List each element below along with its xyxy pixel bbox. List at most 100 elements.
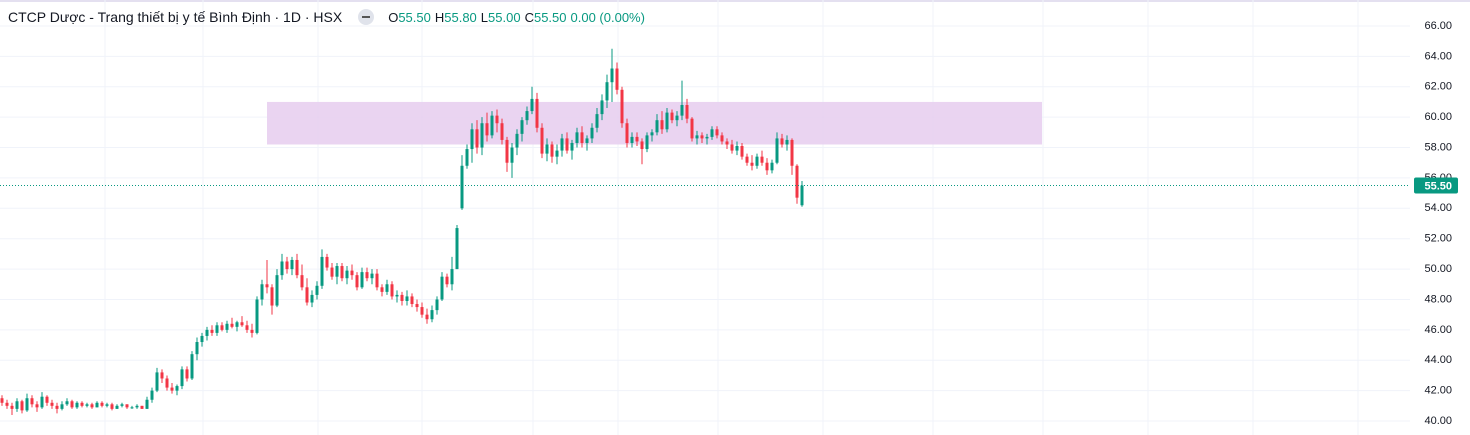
candle-body: [720, 135, 724, 142]
candle-body: [165, 378, 169, 388]
candle-body: [455, 228, 459, 270]
candle-body: [465, 149, 469, 166]
candle-body: [675, 115, 679, 121]
candle-body: [330, 267, 334, 277]
ohlc-value: 55.50: [533, 9, 567, 25]
candle-body: [480, 123, 484, 148]
candle-body: [140, 405, 144, 409]
candle-body: [800, 185, 804, 206]
candle-body: [560, 138, 564, 151]
candle-body: [450, 269, 454, 285]
y-tick-label: 64.00: [1424, 50, 1452, 62]
candle-body: [715, 129, 719, 136]
candle-body: [530, 98, 534, 112]
candle-body: [360, 272, 364, 288]
candle-body: [660, 120, 664, 130]
candle-body: [680, 104, 684, 116]
candle-body: [510, 147, 514, 163]
candle-body: [340, 266, 344, 279]
candle-body: [710, 129, 714, 137]
candle-body: [580, 132, 584, 143]
y-tick-label: 62.00: [1424, 81, 1452, 93]
candle-body: [435, 299, 439, 311]
candle-body: [780, 138, 784, 145]
candle-body: [220, 325, 224, 330]
candle-body: [20, 401, 24, 411]
collapse-button[interactable]: [358, 9, 375, 25]
candle-body: [75, 402, 79, 408]
candle-body: [515, 133, 519, 148]
candle-body: [255, 299, 259, 333]
candle-body: [135, 405, 139, 408]
y-tick-label: 58.00: [1424, 141, 1452, 153]
zone: [267, 101, 1042, 145]
candle-body: [45, 396, 49, 403]
candle-body: [705, 136, 709, 139]
candle-body: [755, 156, 759, 166]
candle-body: [190, 354, 194, 379]
candle-body: [760, 156, 764, 163]
candle-body: [100, 402, 104, 406]
candle-body: [740, 146, 744, 157]
candle-body: [485, 123, 489, 136]
candle-body: [545, 144, 549, 154]
candle-body: [235, 322, 239, 327]
candle-body: [245, 325, 249, 330]
candle-body: [390, 284, 394, 297]
candle-body: [785, 139, 789, 145]
y-tick-label: 46.00: [1424, 324, 1452, 336]
candle-body: [470, 129, 474, 150]
candle-body: [445, 276, 449, 285]
candle-body: [630, 136, 634, 143]
candle-body: [290, 259, 294, 270]
candle-body: [525, 111, 529, 121]
y-tick-label: 66.00: [1424, 20, 1452, 32]
candle-body: [575, 132, 579, 143]
candle-body: [490, 115, 494, 136]
candle-body: [285, 261, 289, 270]
candle-body: [700, 135, 704, 139]
candle-body: [355, 275, 359, 288]
candle-body: [585, 138, 589, 143]
candle-body: [175, 386, 179, 391]
last-price-label: 55.50: [1424, 180, 1452, 192]
candle-body: [195, 342, 199, 355]
candle-body: [415, 304, 419, 308]
candle-body: [265, 284, 269, 288]
candle-body: [395, 294, 399, 297]
candle-body: [310, 294, 314, 303]
last-price-tag: [1414, 177, 1458, 194]
change: 0.00 (0.00%): [570, 9, 645, 25]
candle-body: [225, 323, 229, 330]
candle-body: [365, 272, 369, 279]
ohlc-key: O: [388, 9, 399, 25]
candle-body: [280, 261, 284, 276]
candle-body: [385, 284, 389, 292]
candle-body: [520, 120, 524, 134]
candle-body: [635, 136, 639, 142]
candle-body: [350, 270, 354, 276]
candle-body: [95, 402, 99, 408]
candle-body: [300, 275, 304, 288]
candle-body: [460, 165, 464, 209]
candle-body: [735, 146, 739, 151]
candle-body: [495, 115, 499, 124]
candle-body: [410, 296, 414, 305]
candle-body: [655, 120, 659, 133]
candle-body: [0, 398, 4, 403]
candle-body: [215, 325, 219, 333]
y-tick-label: 52.00: [1424, 233, 1452, 245]
candle-body: [500, 123, 504, 140]
candle-body: [770, 162, 774, 171]
candle-body: [625, 123, 629, 143]
candle-body: [295, 259, 299, 276]
ohlc-key: L: [480, 9, 489, 25]
candle-body: [130, 407, 134, 409]
candle-body: [105, 404, 109, 406]
candle-body: [325, 256, 329, 268]
candle-body: [555, 150, 559, 157]
candle-body: [375, 273, 379, 288]
